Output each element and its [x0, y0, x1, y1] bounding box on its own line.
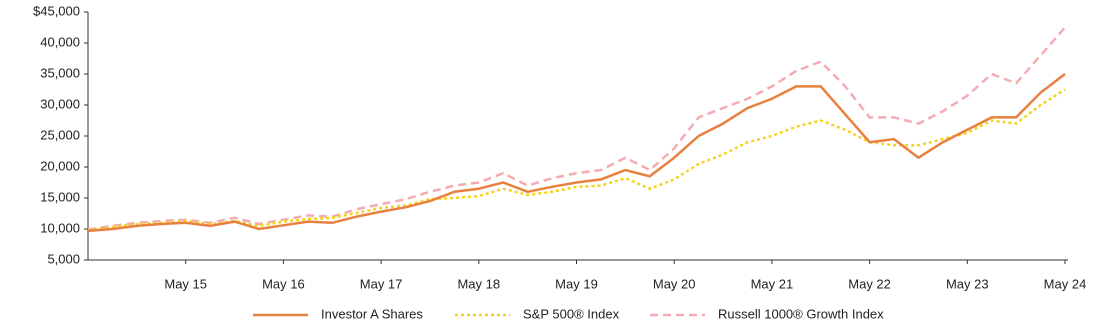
- x-tick-label: May 17: [360, 276, 403, 291]
- y-tick-label: 15,000: [40, 189, 80, 204]
- y-tick-label: 25,000: [40, 127, 80, 142]
- y-tick-label: 20,000: [40, 158, 80, 173]
- x-tick-label: May 19: [555, 276, 598, 291]
- x-tick-label: May 22: [848, 276, 891, 291]
- legend-label: S&P 500® Index: [523, 306, 620, 321]
- legend-label: Investor A Shares: [321, 306, 423, 321]
- y-tick-label: 30,000: [40, 96, 80, 111]
- y-tick-label: 10,000: [40, 220, 80, 235]
- x-tick-label: May 23: [946, 276, 989, 291]
- x-tick-label: May 15: [164, 276, 207, 291]
- legend-label: Russell 1000® Growth Index: [718, 306, 884, 321]
- y-tick-label: $45,000: [33, 3, 80, 18]
- series-line: [87, 26, 1066, 231]
- x-tick-label: May 24: [1044, 276, 1087, 291]
- series-line: [87, 73, 1066, 233]
- y-tick-label: 5,000: [47, 251, 80, 266]
- x-tick-label: May 21: [751, 276, 794, 291]
- y-tick-label: 40,000: [40, 34, 80, 49]
- x-tick-label: May 18: [457, 276, 500, 291]
- y-tick-label: 35,000: [40, 65, 80, 80]
- x-tick-label: May 20: [653, 276, 696, 291]
- x-tick-label: May 16: [262, 276, 305, 291]
- series-line: [87, 88, 1066, 232]
